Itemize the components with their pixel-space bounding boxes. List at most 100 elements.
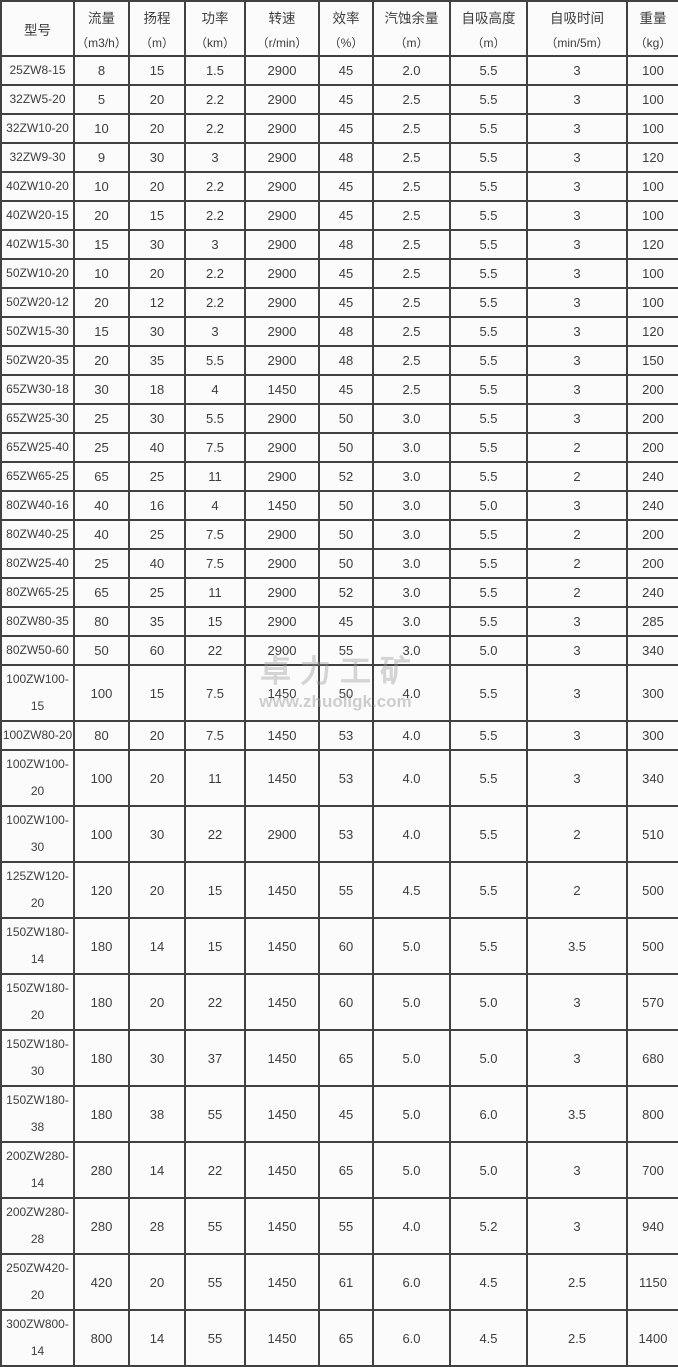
value-cell: 2.5	[372, 316, 451, 347]
value-cell: 20	[73, 345, 130, 376]
value-cell: 60	[318, 973, 374, 1031]
value-cell: 45	[318, 258, 374, 289]
table-header: 型号 流量 （m3/h） 扬程 （m） 功率 （km） 转速 （r/min） 效率 （%） 汽蚀余量（…	[0, 0, 678, 57]
value-cell: 3.5	[526, 1085, 628, 1143]
value-cell: 4.0	[372, 1197, 451, 1255]
value-cell: 6.0	[372, 1253, 451, 1311]
value-cell: 240	[626, 577, 678, 608]
model-cell: 80ZW40-25	[0, 519, 75, 550]
value-cell: 5.5	[449, 461, 528, 492]
value-cell: 4.0	[372, 664, 451, 722]
table-row: 100ZW80-20 80 20 7.5 1450 53 4.0 5.5 3 300	[0, 720, 678, 751]
value-cell: 1.5	[184, 55, 246, 86]
model-cell: 40ZW10-20	[0, 171, 75, 202]
value-cell: 1450	[244, 490, 320, 521]
table-row: 200ZW280- 28 280 28 55 1450 55 4.0 5.2 3 940	[0, 1197, 678, 1255]
value-cell: 5.5	[449, 720, 528, 751]
value-cell: 1450	[244, 1309, 320, 1367]
value-cell: 65	[318, 1141, 374, 1199]
value-cell: 3.5	[526, 917, 628, 975]
value-cell: 3	[526, 1197, 628, 1255]
model-cell: 50ZW20-12	[0, 287, 75, 318]
value-cell: 3	[184, 316, 246, 347]
value-cell: 120	[626, 142, 678, 173]
value-cell: 5.5	[449, 229, 528, 260]
column-header-0: 型号	[0, 0, 75, 57]
value-cell: 940	[626, 1197, 678, 1255]
value-cell: 1450	[244, 1085, 320, 1143]
table-row: 80ZW40-16 40 16 4 1450 50 3.0 5.0 3 240	[0, 490, 678, 521]
value-cell: 60	[318, 917, 374, 975]
value-cell: 4	[184, 490, 246, 521]
value-cell: 55	[184, 1253, 246, 1311]
value-cell: 200	[626, 374, 678, 405]
table-row: 300ZW800- 14 800 14 55 1450 65 6.0 4.5 2.5 1400	[0, 1309, 678, 1367]
value-cell: 120	[626, 229, 678, 260]
table-row: 65ZW30-18 30 18 4 1450 45 2.5 5.5 3 200	[0, 374, 678, 405]
table-row: 50ZW15-30 15 30 3 2900 48 2.5 5.5 3 120	[0, 316, 678, 347]
value-cell: 2900	[244, 635, 320, 666]
value-cell: 1450	[244, 720, 320, 751]
value-cell: 100	[73, 805, 130, 863]
value-cell: 65	[318, 1309, 374, 1367]
value-cell: 2.0	[372, 55, 451, 86]
model-cell: 65ZW25-40	[0, 432, 75, 463]
table-row: 50ZW20-35 20 35 5.5 2900 48 2.5 5.5 3 150	[0, 345, 678, 376]
value-cell: 2900	[244, 287, 320, 318]
value-cell: 12	[128, 287, 186, 318]
value-cell: 53	[318, 720, 374, 751]
value-cell: 2.2	[184, 113, 246, 144]
value-cell: 15	[73, 229, 130, 260]
table-row: 150ZW180- 30 180 30 37 1450 65 5.0 5.0 3 680	[0, 1029, 678, 1087]
value-cell: 9	[73, 142, 130, 173]
table-row: 65ZW25-30 25 30 5.5 2900 50 3.0 5.5 3 200	[0, 403, 678, 434]
value-cell: 7.5	[184, 720, 246, 751]
model-cell: 150ZW180- 38	[0, 1085, 75, 1143]
table-row: 80ZW40-25 40 25 7.5 2900 50 3.0 5.5 2 200	[0, 519, 678, 550]
value-cell: 3	[526, 606, 628, 637]
value-cell: 1450	[244, 1253, 320, 1311]
value-cell: 60	[128, 635, 186, 666]
value-cell: 2.5	[372, 258, 451, 289]
value-cell: 80	[73, 606, 130, 637]
table-row: 80ZW50-60 50 60 22 2900 55 3.0 5.0 3 340	[0, 635, 678, 666]
value-cell: 5.5	[449, 403, 528, 434]
value-cell: 48	[318, 316, 374, 347]
value-cell: 570	[626, 973, 678, 1031]
column-header-9: 重量 （kg）	[626, 0, 678, 57]
value-cell: 20	[128, 113, 186, 144]
model-cell: 250ZW420- 20	[0, 1253, 75, 1311]
value-cell: 2900	[244, 432, 320, 463]
value-cell: 50	[318, 664, 374, 722]
table-row: 200ZW280- 14 280 14 22 1450 65 5.0 5.0 3 700	[0, 1141, 678, 1199]
value-cell: 80	[73, 720, 130, 751]
value-cell: 25	[73, 548, 130, 579]
value-cell: 1450	[244, 1029, 320, 1087]
value-cell: 2900	[244, 548, 320, 579]
value-cell: 2.5	[372, 229, 451, 260]
value-cell: 500	[626, 917, 678, 975]
value-cell: 28	[128, 1197, 186, 1255]
value-cell: 2.5	[372, 113, 451, 144]
value-cell: 2900	[244, 84, 320, 115]
model-cell: 200ZW280- 28	[0, 1197, 75, 1255]
table-row: 40ZW10-20 10 20 2.2 2900 45 2.5 5.5 3 100	[0, 171, 678, 202]
value-cell: 4.0	[372, 749, 451, 807]
value-cell: 3	[526, 720, 628, 751]
value-cell: 100	[626, 287, 678, 318]
value-cell: 6.0	[372, 1309, 451, 1367]
value-cell: 6.0	[449, 1085, 528, 1143]
value-cell: 2	[526, 548, 628, 579]
value-cell: 20	[128, 861, 186, 919]
value-cell: 1400	[626, 1309, 678, 1367]
value-cell: 52	[318, 577, 374, 608]
value-cell: 5.0	[372, 1085, 451, 1143]
value-cell: 35	[128, 345, 186, 376]
value-cell: 20	[128, 258, 186, 289]
value-cell: 35	[128, 606, 186, 637]
value-cell: 8	[73, 55, 130, 86]
value-cell: 5.5	[184, 403, 246, 434]
value-cell: 3.0	[372, 490, 451, 521]
value-cell: 55	[184, 1197, 246, 1255]
model-cell: 150ZW180- 20	[0, 973, 75, 1031]
